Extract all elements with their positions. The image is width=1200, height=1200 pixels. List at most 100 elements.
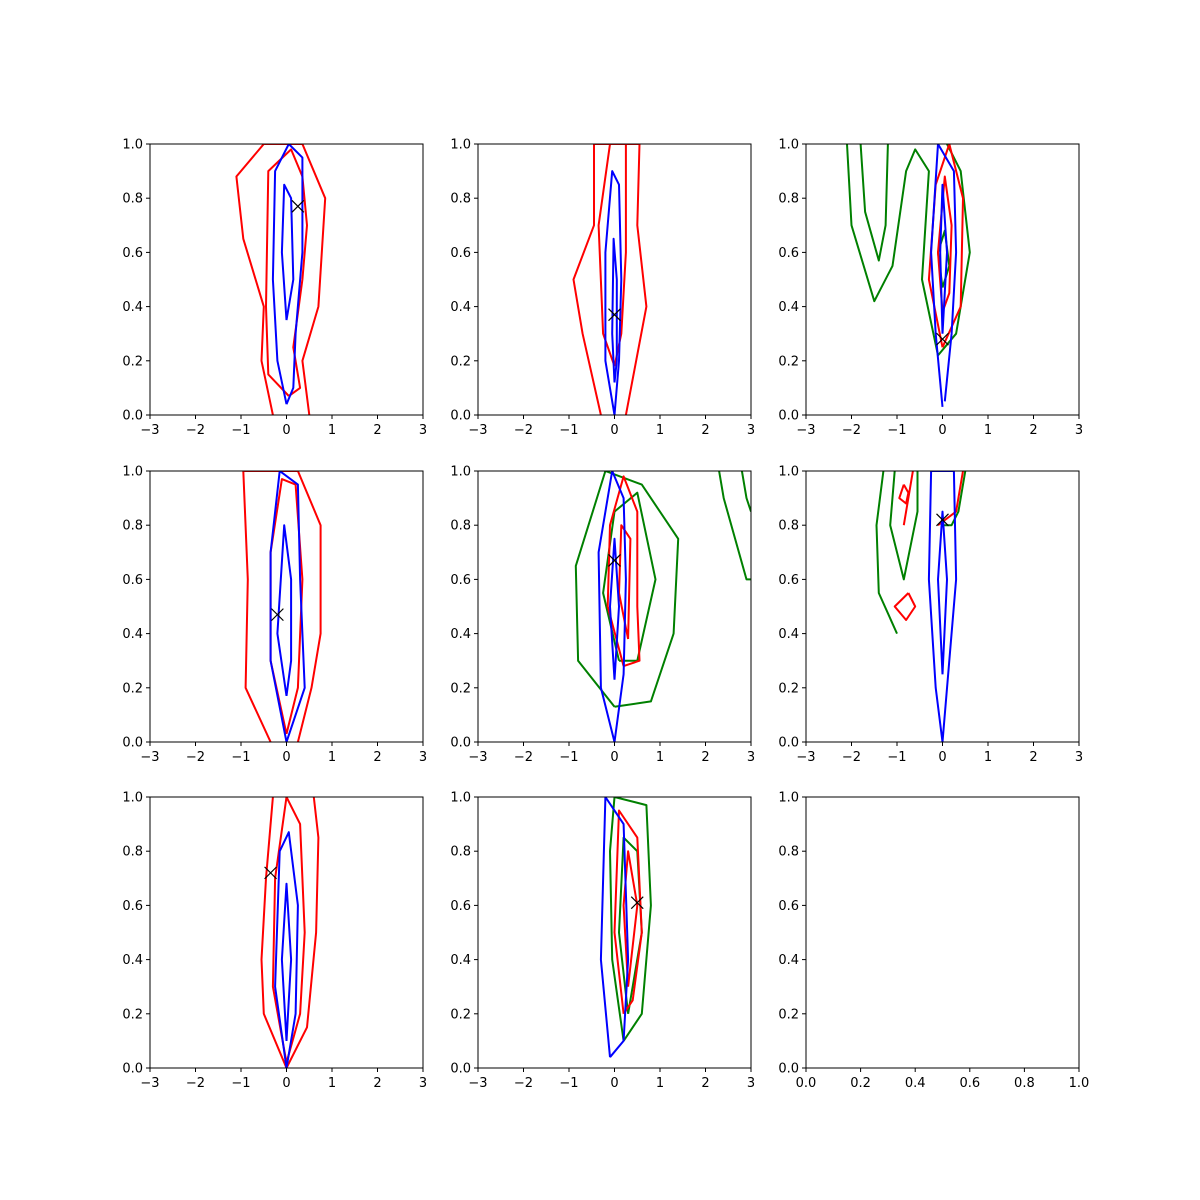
x-tick-label: 0 [938, 750, 946, 765]
y-tick-label: 0.2 [450, 681, 471, 696]
red-contour-1 [260, 797, 320, 1068]
y-tick-label: 0.6 [122, 246, 143, 261]
x-tick-label: −1 [231, 1076, 250, 1091]
x-tick-label: −2 [842, 423, 861, 438]
x-tick-label: −3 [796, 750, 815, 765]
x-tick-label: 0 [282, 750, 290, 765]
plot-area [574, 471, 751, 742]
x-tick-label: −1 [559, 750, 578, 765]
y-tick-label: 0.8 [778, 845, 799, 860]
x-tick-label: −2 [514, 1076, 533, 1091]
red-contour-1 [235, 144, 327, 415]
plot-area [572, 144, 648, 415]
red-contour-1 [927, 144, 964, 348]
x-tick-label: 2 [373, 750, 381, 765]
y-tick-label: 0.4 [778, 627, 799, 642]
green-contour-1 [846, 144, 971, 357]
red-contour-1 [613, 809, 643, 1015]
red-contour-1 [572, 144, 648, 415]
y-tick-label: 0.8 [450, 519, 471, 534]
x-tick-label: 0 [938, 423, 946, 438]
plot-area [242, 471, 322, 742]
y-tick-label: 0.8 [450, 192, 471, 207]
y-tick-label: 0.6 [778, 899, 799, 914]
x-tick-label: −3 [140, 1076, 159, 1091]
x-tick-label: −2 [186, 423, 205, 438]
x-tick-label: −3 [468, 423, 487, 438]
x-tick-label: 0 [282, 1076, 290, 1091]
y-tick-label: 0.8 [778, 519, 799, 534]
x-tick-label: 2 [1029, 423, 1037, 438]
plot-area [599, 797, 652, 1058]
y-tick-label: 0.0 [122, 1062, 143, 1077]
blue-contour-2 [276, 524, 293, 697]
x-marker [608, 554, 621, 567]
x-tick-label: 1 [656, 423, 664, 438]
y-tick-label: 0.4 [122, 300, 143, 315]
red-contour-2 [622, 850, 639, 987]
green-contour-2 [889, 471, 919, 581]
x-tick-label: 3 [747, 1076, 755, 1091]
y-tick-label: 0.2 [778, 681, 799, 696]
plot-area [846, 144, 971, 407]
red-contour-2 [893, 592, 917, 621]
y-tick-label: 0.6 [450, 899, 471, 914]
x-tick-label: 2 [701, 1076, 709, 1091]
green-contour-3 [718, 471, 751, 581]
y-tick-label: 0.0 [778, 736, 799, 751]
x-tick-label: −1 [887, 423, 906, 438]
blue-contour-2 [280, 882, 293, 1041]
y-tick-label: 0.4 [450, 300, 471, 315]
y-tick-label: 0.4 [778, 953, 799, 968]
x-tick-label: −3 [468, 750, 487, 765]
y-tick-label: 0.2 [122, 354, 143, 369]
red-contour-2 [597, 144, 627, 367]
y-tick-label: 0.2 [122, 1007, 143, 1022]
y-tick-label: 1.0 [450, 791, 471, 806]
y-tick-label: 0.0 [450, 736, 471, 751]
x-tick-label: 1 [984, 423, 992, 438]
x-tick-label: −3 [468, 1076, 487, 1091]
y-tick-label: 0.0 [122, 736, 143, 751]
x-tick-label: 3 [419, 1076, 427, 1091]
x-tick-label: 1 [656, 750, 664, 765]
x-marker [936, 513, 949, 527]
subplot-5: −3 −2 −1 0 1 2 3 0.0 0.2 0.4 0.6 0.8 1.0 [450, 465, 755, 766]
blue-contour-2 [611, 237, 618, 383]
y-tick-label: 0.0 [450, 1062, 471, 1077]
x-tick-label: 0.6 [959, 1076, 980, 1091]
blue-contour-1 [269, 471, 306, 742]
y-tick-label: 0.6 [122, 573, 143, 588]
green-contour-4 [740, 471, 751, 512]
y-tick-label: 0.2 [122, 681, 143, 696]
x-tick-label: −1 [231, 750, 250, 765]
x-tick-label: 0 [610, 750, 618, 765]
axes-frame [149, 143, 424, 416]
x-tick-label: 2 [701, 423, 709, 438]
y-tick-label: 1.0 [450, 465, 471, 480]
plot-area [235, 144, 327, 415]
y-tick-label: 1.0 [450, 138, 471, 153]
y-tick-label: 0.4 [122, 627, 143, 642]
x-tick-label: 0 [610, 423, 618, 438]
y-tick-label: 1.0 [778, 465, 799, 480]
blue-contour-1 [930, 144, 958, 407]
red-contour-3 [902, 471, 914, 526]
plot-area [260, 797, 320, 1068]
x-tick-label: −2 [186, 1076, 205, 1091]
subplot-7: −3 −2 −1 0 1 2 3 0.0 0.2 0.4 0.6 0.8 1.0 [122, 791, 427, 1092]
y-tick-label: 0.8 [450, 845, 471, 860]
x-tick-label: −1 [559, 423, 578, 438]
plot-area [875, 471, 967, 742]
x-tick-label: 0.2 [850, 1076, 871, 1091]
red-contour-1 [606, 475, 641, 668]
y-tick-label: 0.4 [122, 953, 143, 968]
axes-frame [805, 796, 1080, 1069]
y-tick-label: 1.0 [122, 791, 143, 806]
x-tick-label: −2 [514, 750, 533, 765]
y-tick-label: 0.2 [450, 354, 471, 369]
x-tick-label: 1 [328, 423, 336, 438]
x-marker [270, 608, 284, 622]
y-tick-label: 0.0 [450, 409, 471, 424]
y-tick-label: 0.2 [450, 1007, 471, 1022]
